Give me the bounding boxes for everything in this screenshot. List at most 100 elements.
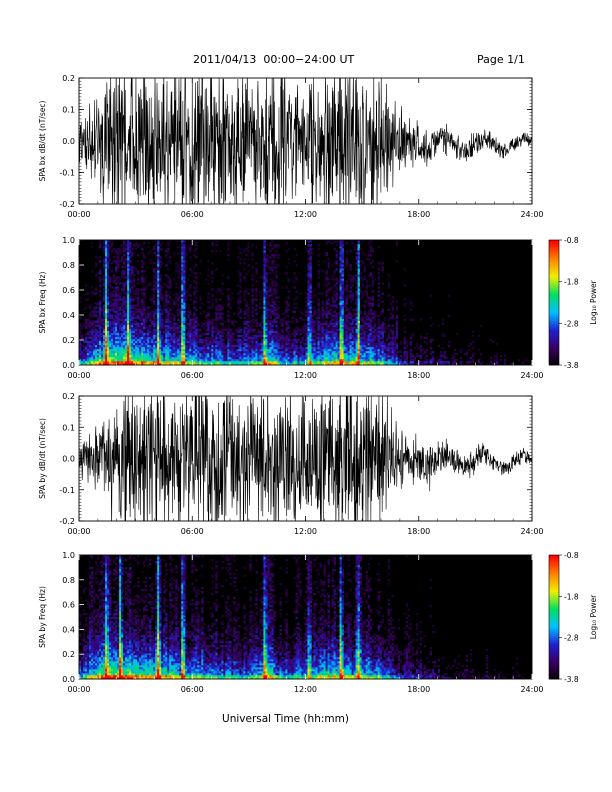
spectrogram-cell: [167, 342, 170, 346]
spectrogram-cell: [331, 336, 334, 340]
spectrogram-cell: [129, 340, 132, 344]
spectrogram-cell: [363, 362, 366, 366]
spectrogram-cell: [231, 348, 234, 352]
spectrogram-cell: [191, 318, 194, 321]
spectrogram-cell: [281, 360, 284, 364]
spectrogram-cell: [121, 266, 124, 269]
spectrogram-cell: [97, 344, 100, 348]
spectrogram-cell: [307, 264, 310, 267]
spectrogram-cell: [367, 324, 370, 327]
spectrogram-cell: [363, 316, 366, 319]
spectrogram-cell: [107, 362, 110, 366]
spectrogram-cell: [357, 362, 360, 366]
spectrogram-cell: [165, 290, 168, 293]
spectrogram-cell: [147, 360, 150, 364]
spectrogram-cell: [157, 286, 160, 289]
spectrogram-cell: [137, 314, 140, 317]
spectrogram-cell: [263, 256, 266, 259]
spectrogram-cell: [217, 342, 220, 346]
spectrogram-cell: [145, 340, 148, 344]
spectrogram-cell: [97, 350, 100, 354]
spectrogram-cell: [309, 300, 312, 303]
spectrogram-cell: [143, 270, 146, 273]
spectrogram-cell: [363, 340, 366, 344]
spectrogram-cell: [263, 352, 266, 356]
spectrogram-cell: [229, 350, 232, 354]
spectrogram-cell: [277, 330, 280, 334]
spectrogram-cell: [199, 352, 202, 356]
spectrogram-cell: [277, 314, 280, 317]
spectrogram-cell: [197, 330, 200, 334]
spectrogram-cell: [197, 340, 200, 344]
spectrogram-cell: [339, 290, 342, 293]
spectrogram-cell: [111, 360, 114, 364]
spectrogram-cell: [149, 336, 152, 340]
spectrogram-cell: [327, 362, 330, 366]
spectrogram-cell: [313, 338, 316, 342]
spectrogram-cell: [187, 342, 190, 346]
spectrogram-cell: [193, 300, 196, 303]
spectrogram-cell: [133, 348, 136, 352]
spectrogram-cell: [323, 360, 326, 364]
spectrogram-cell: [305, 248, 308, 251]
spectrogram-cell: [169, 296, 172, 299]
spectrogram-cell: [327, 298, 330, 301]
spectrogram-cell: [247, 352, 250, 356]
spectrogram-cell: [143, 346, 146, 350]
spectrogram-cell: [89, 360, 92, 364]
spectrogram-cell: [357, 258, 360, 261]
spectrogram-cell: [345, 358, 348, 362]
spectrogram-cell: [123, 356, 126, 360]
spectrogram-cell: [165, 344, 168, 348]
spectrogram-cell: [339, 360, 342, 364]
spectrogram-cell: [163, 360, 166, 364]
spectrogram-cell: [157, 270, 160, 273]
spectrogram-cell: [181, 362, 184, 366]
spectrogram-cell: [159, 296, 162, 299]
spectrogram-cell: [131, 300, 134, 303]
spectrogram-cell: [213, 346, 216, 350]
spectrogram-cell: [337, 354, 340, 358]
spectrogram-cell: [317, 358, 320, 362]
spectrogram-cell: [115, 350, 118, 354]
spectrogram-cell: [173, 344, 176, 348]
spectrogram-cell: [345, 250, 348, 253]
spectrogram-cell: [355, 344, 358, 348]
spectrogram-cell: [269, 340, 272, 344]
spectrogram-cell: [227, 332, 230, 336]
spectrogram-cell: [333, 332, 336, 336]
spectrogram-cell: [103, 312, 106, 315]
spectrogram-cell: [171, 322, 174, 325]
spectrogram-cell: [345, 262, 348, 265]
spectrogram-cell: [99, 358, 102, 362]
spectrogram-cell: [239, 274, 242, 277]
spectrogram-cell: [207, 350, 210, 354]
spectrogram-cell: [349, 360, 352, 364]
spectrogram-cell: [357, 314, 360, 317]
spectrogram-cell: [357, 316, 360, 319]
spectrogram-cell: [177, 362, 180, 366]
spectrogram-cell: [341, 340, 344, 344]
spectrogram-cell: [351, 284, 354, 287]
spectrogram-cell: [367, 338, 370, 342]
spectrogram-cell: [125, 304, 128, 307]
spectrogram-cell: [253, 352, 256, 356]
spectrogram-cell: [159, 344, 162, 348]
spectrogram-cell: [339, 274, 342, 277]
spectrogram-cell: [333, 314, 336, 317]
spectrogram-cell: [313, 360, 316, 364]
spectrogram-cell: [101, 330, 104, 334]
spectrogram-cell: [95, 264, 98, 267]
spectrogram-cell: [311, 322, 314, 325]
spectrogram-cell: [105, 266, 108, 269]
spectrogram-cell: [95, 324, 98, 327]
spectrogram-cell: [271, 304, 274, 307]
spectrogram-cell: [321, 358, 324, 362]
spectrogram-cell: [235, 350, 238, 354]
spectrogram-cell: [357, 336, 360, 340]
spectrogram-cell: [307, 316, 310, 319]
spectrogram-cell: [347, 284, 350, 287]
spectrogram-cell: [119, 334, 122, 338]
spectrogram-cell: [357, 264, 360, 267]
spectrogram-cell: [343, 320, 346, 323]
